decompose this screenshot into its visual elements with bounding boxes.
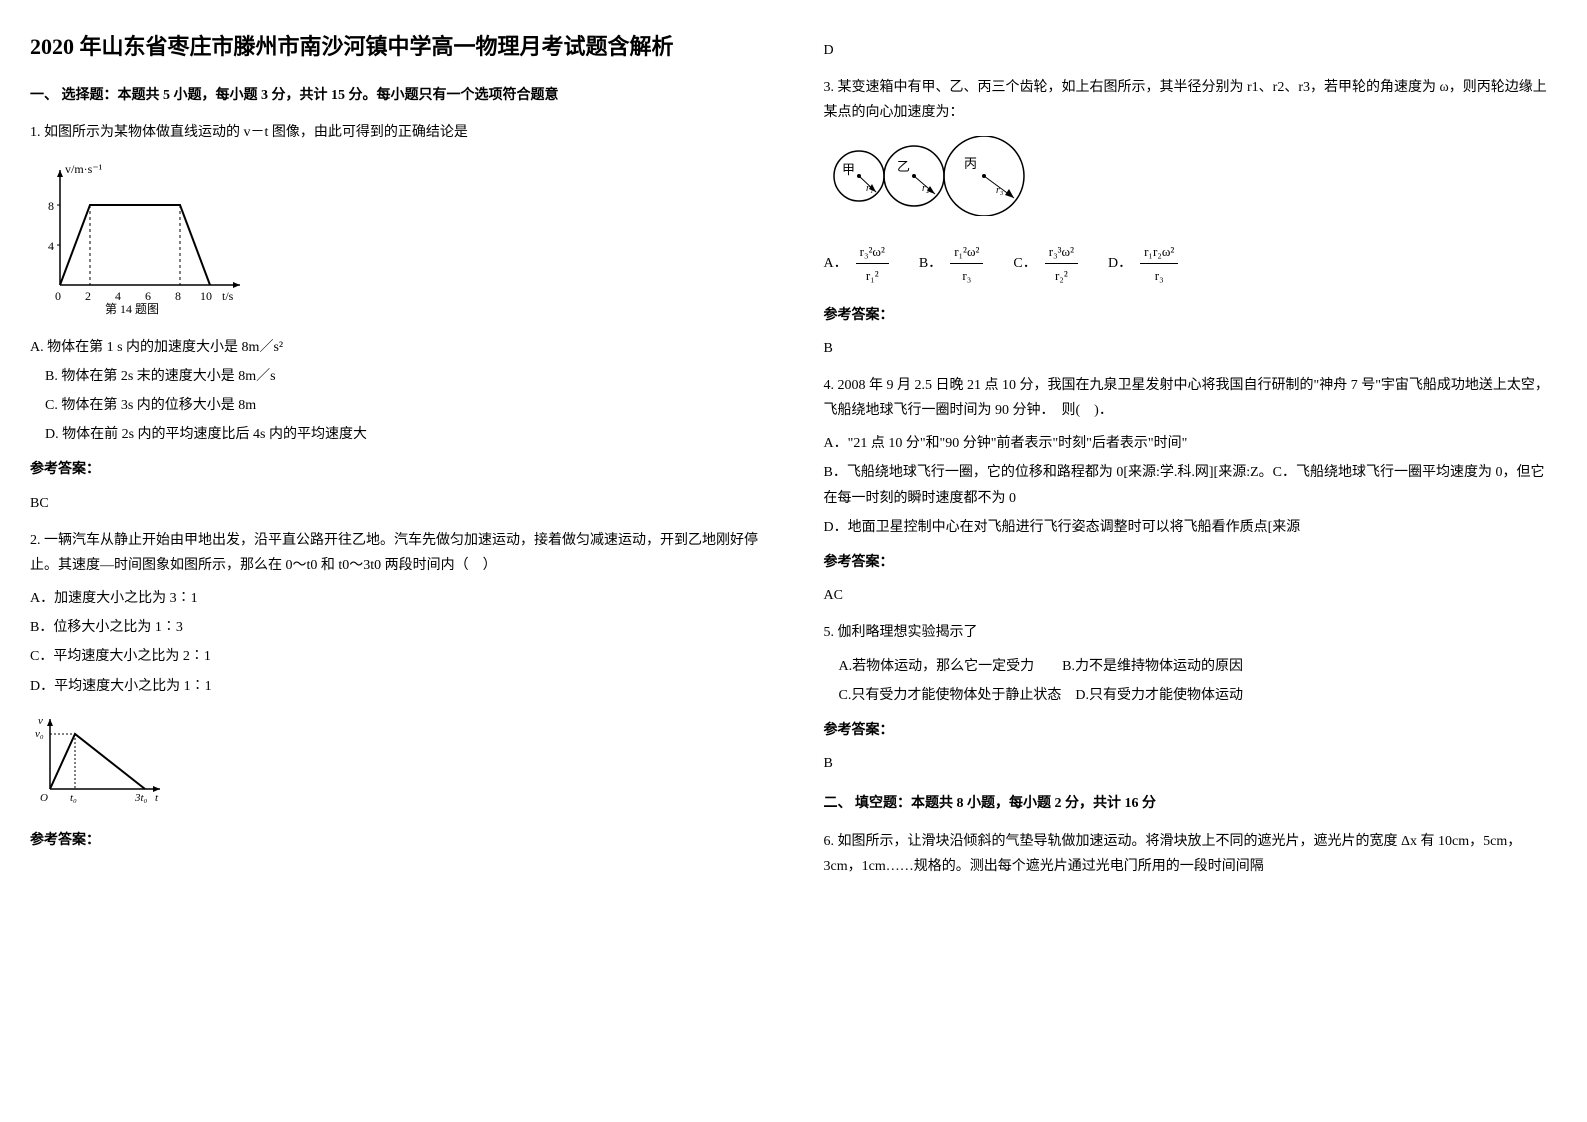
q3-optB: B． r₁²ω² r₃	[919, 240, 984, 288]
q2-optC: C．平均速度大小之比为 2∶1	[30, 644, 764, 669]
page-container: 2020 年山东省枣庄市滕州市南沙河镇中学高一物理月考试题含解析 一、 选择题：…	[30, 30, 1557, 891]
q1-optD: D. 物体在前 2s 内的平均速度比后 4s 内的平均速度大	[30, 422, 764, 447]
q2-text: 2. 一辆汽车从静止开始由甲地出发，沿平直公路开往乙地。汽车先做匀加速运动，接着…	[30, 528, 764, 578]
q4-text: 4. 2008 年 9 月 2.5 日晚 21 点 10 分，我国在九泉卫星发射…	[824, 373, 1558, 423]
q2-answer: D	[824, 38, 1558, 63]
q3-answer-label: 参考答案：	[824, 303, 1558, 328]
vt-graph-svg: 4 8 2 4 6 8 10 v/m·s⁻¹ t/s	[30, 155, 250, 315]
q4-options: A．"21 点 10 分"和"90 分钟"前者表示"时刻"后者表示"时间" B．…	[824, 431, 1558, 540]
svg-text:6: 6	[145, 289, 151, 303]
q3-optC-label: C．	[1013, 251, 1036, 276]
svg-text:第 14 题图: 第 14 题图	[105, 302, 159, 315]
q3-optD-label: D．	[1108, 251, 1132, 276]
svg-text:t/s: t/s	[222, 289, 234, 303]
q5-options: A.若物体运动，那么它一定受力 B.力不是维持物体运动的原因 C.只有受力才能使…	[824, 654, 1558, 708]
q3-answer: B	[824, 336, 1558, 361]
svg-text:乙: 乙	[897, 159, 910, 174]
svg-text:r₁: r₁	[866, 183, 873, 194]
q1-optB: B. 物体在第 2s 末的速度大小是 8m／s	[30, 364, 764, 389]
q4-answer: AC	[824, 583, 1558, 608]
svg-text:4: 4	[115, 289, 121, 303]
svg-text:t: t	[155, 792, 159, 804]
q1-answer-label: 参考答案：	[30, 457, 764, 482]
q3-optA-label: A．	[824, 251, 848, 276]
q1-text: 1. 如图所示为某物体做直线运动的 v－t 图像，由此可得到的正确结论是	[30, 120, 764, 145]
q5-answer: B	[824, 751, 1558, 776]
svg-text:r₃: r₃	[996, 185, 1004, 196]
q5-text: 5. 伽利略理想实验揭示了	[824, 620, 1558, 645]
q4-answer-label: 参考答案：	[824, 550, 1558, 575]
svg-text:v/m·s⁻¹: v/m·s⁻¹	[65, 162, 103, 176]
triangle-graph-svg: v₀ v O t₀ 3t₀ t	[30, 709, 170, 809]
svg-text:3t₀: 3t₀	[134, 792, 148, 804]
q2-optA: A．加速度大小之比为 3∶1	[30, 586, 764, 611]
svg-text:v₀: v₀	[35, 728, 44, 740]
q3-optC: C． r₃³ω² r₂²	[1013, 240, 1078, 288]
q1-answer: BC	[30, 491, 764, 516]
svg-text:t₀: t₀	[70, 792, 77, 804]
right-column: D 3. 某变速箱中有甲、乙、丙三个齿轮，如上右图所示，其半径分别为 r1、r2…	[824, 30, 1558, 891]
svg-text:4: 4	[48, 239, 54, 253]
q1-figure: 4 8 2 4 6 8 10 v/m·s⁻¹ t/s	[30, 155, 764, 324]
left-column: 2020 年山东省枣庄市滕州市南沙河镇中学高一物理月考试题含解析 一、 选择题：…	[30, 30, 764, 891]
q3-optD: D． r₁r₂ω² r₃	[1108, 240, 1178, 288]
q2-options: A．加速度大小之比为 3∶1 B．位移大小之比为 1∶3 C．平均速度大小之比为…	[30, 586, 764, 699]
svg-text:8: 8	[48, 199, 54, 213]
q4-optD: D．地面卫星控制中心在对飞船进行飞行姿态调整时可以将飞船看作质点[来源	[824, 515, 1558, 540]
q4-optB: B．飞船绕地球飞行一圈，它的位移和路程都为 0[来源:学.科.网][来源:Z。C…	[824, 460, 1558, 510]
question-2: 2. 一辆汽车从静止开始由甲地出发，沿平直公路开往乙地。汽车先做匀加速运动，接着…	[30, 528, 764, 854]
q5-answer-label: 参考答案：	[824, 718, 1558, 743]
q1-optA: A. 物体在第 1 s 内的加速度大小是 8m／s²	[30, 335, 764, 360]
question-4: 4. 2008 年 9 月 2.5 日晚 21 点 10 分，我国在九泉卫星发射…	[824, 373, 1558, 609]
question-1: 1. 如图所示为某物体做直线运动的 v－t 图像，由此可得到的正确结论是 4 8…	[30, 120, 764, 516]
q3-optC-fraction: r₃³ω² r₂²	[1045, 240, 1078, 288]
question-6: 6. 如图所示，让滑块沿倾斜的气垫导轨做加速运动。将滑块放上不同的遮光片，遮光片…	[824, 829, 1558, 879]
q3-text: 3. 某变速箱中有甲、乙、丙三个齿轮，如上右图所示，其半径分别为 r1、r2、r…	[824, 75, 1558, 125]
svg-text:10: 10	[200, 289, 212, 303]
gears-svg: 甲 r₁ 乙 r₂ 丙 r₃	[824, 136, 1084, 216]
q3-optB-label: B．	[919, 251, 942, 276]
q3-optA: A． r₃²ω² r₁²	[824, 240, 889, 288]
q3-optB-fraction: r₁²ω² r₃	[950, 240, 983, 288]
q6-text: 6. 如图所示，让滑块沿倾斜的气垫导轨做加速运动。将滑块放上不同的遮光片，遮光片…	[824, 829, 1558, 879]
svg-text:2: 2	[85, 289, 91, 303]
exam-title: 2020 年山东省枣庄市滕州市南沙河镇中学高一物理月考试题含解析	[30, 30, 764, 63]
q1-optC: C. 物体在第 3s 内的位移大小是 8m	[30, 393, 764, 418]
q2-optB: B．位移大小之比为 1∶3	[30, 615, 764, 640]
svg-text:0: 0	[55, 289, 61, 303]
svg-text:r₂: r₂	[922, 183, 930, 194]
q3-figure: 甲 r₁ 乙 r₂ 丙 r₃	[824, 136, 1558, 225]
q5-optCD: C.只有受力才能使物体处于静止状态 D.只有受力才能使物体运动	[839, 683, 1558, 708]
section1-header: 一、 选择题：本题共 5 小题，每小题 3 分，共计 15 分。每小题只有一个选…	[30, 83, 764, 108]
q2-answer-label: 参考答案：	[30, 828, 764, 853]
svg-text:丙: 丙	[964, 156, 977, 171]
svg-text:O: O	[40, 792, 48, 804]
q2-figure: v₀ v O t₀ 3t₀ t	[30, 709, 764, 818]
question-5: 5. 伽利略理想实验揭示了 A.若物体运动，那么它一定受力 B.力不是维持物体运…	[824, 620, 1558, 776]
q4-optA: A．"21 点 10 分"和"90 分钟"前者表示"时刻"后者表示"时间"	[824, 431, 1558, 456]
section2-header: 二、 填空题：本题共 8 小题，每小题 2 分，共计 16 分	[824, 791, 1558, 816]
q1-options: A. 物体在第 1 s 内的加速度大小是 8m／s² B. 物体在第 2s 末的…	[30, 335, 764, 448]
svg-text:8: 8	[175, 289, 181, 303]
q3-optD-fraction: r₁r₂ω² r₃	[1140, 240, 1178, 288]
svg-text:甲: 甲	[842, 162, 855, 177]
q3-options: A． r₃²ω² r₁² B． r₁²ω² r₃ C． r	[824, 240, 1558, 288]
q5-optAB: A.若物体运动，那么它一定受力 B.力不是维持物体运动的原因	[839, 654, 1558, 679]
q3-optA-fraction: r₃²ω² r₁²	[856, 240, 889, 288]
q2-optD: D．平均速度大小之比为 1∶1	[30, 674, 764, 699]
question-3: 3. 某变速箱中有甲、乙、丙三个齿轮，如上右图所示，其半径分别为 r1、r2、r…	[824, 75, 1558, 361]
svg-text:v: v	[38, 715, 43, 727]
